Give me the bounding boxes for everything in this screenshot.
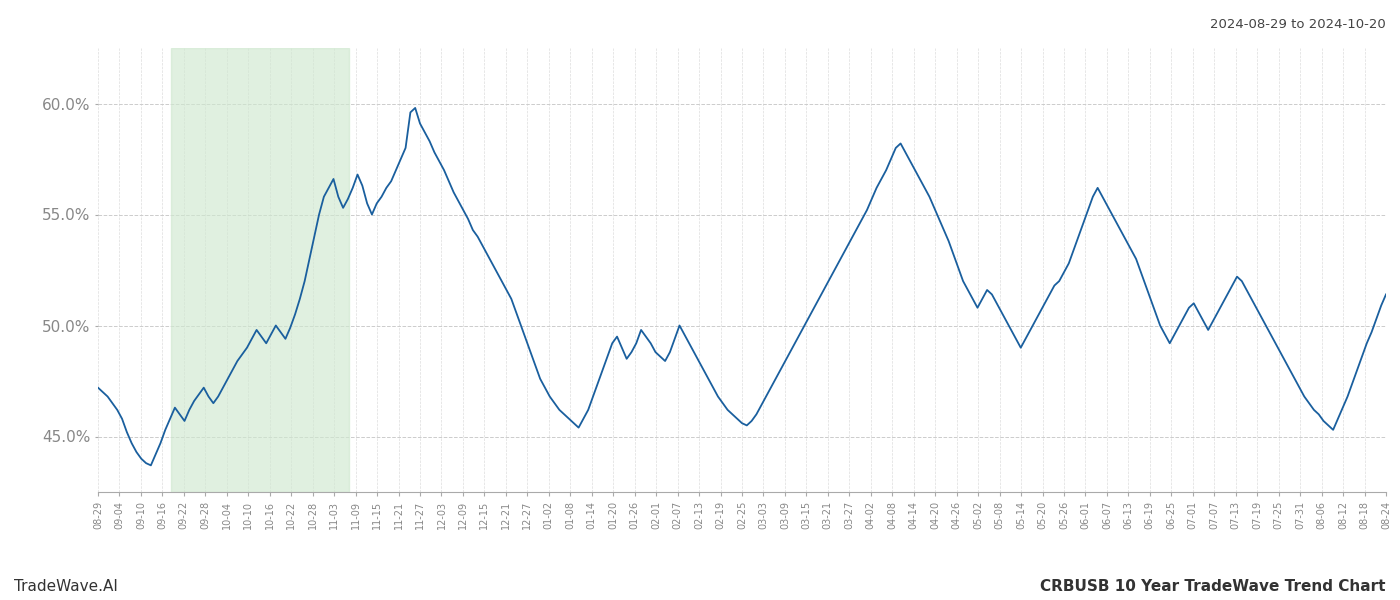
Bar [171,48,349,492]
Text: CRBUSB 10 Year TradeWave Trend Chart: CRBUSB 10 Year TradeWave Trend Chart [1040,579,1386,594]
Text: 2024-08-29 to 2024-10-20: 2024-08-29 to 2024-10-20 [1210,18,1386,31]
Text: TradeWave.AI: TradeWave.AI [14,579,118,594]
